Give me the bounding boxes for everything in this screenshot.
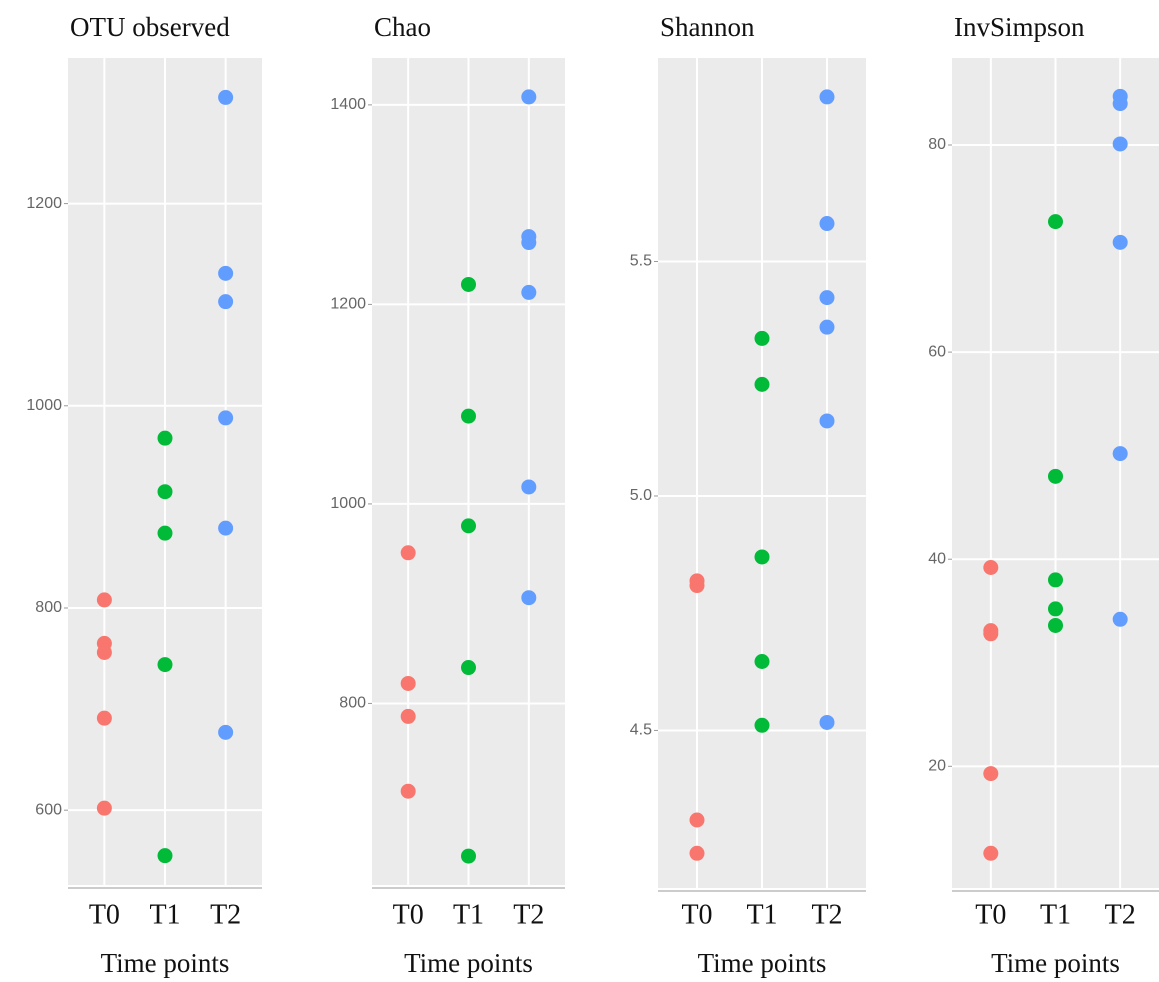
point <box>218 89 234 105</box>
point <box>1112 96 1128 112</box>
y-tick-label: 600 <box>35 801 62 818</box>
point <box>819 319 835 335</box>
x-tick-label: T0 <box>89 899 120 930</box>
y-tick-label: 5.0 <box>630 487 652 504</box>
y-tick-label: 20 <box>928 758 946 775</box>
y-tick-label: 1400 <box>330 96 366 113</box>
point <box>461 660 476 676</box>
point <box>819 89 835 105</box>
point <box>983 559 999 575</box>
point <box>400 675 416 691</box>
x-tick-label: T2 <box>811 899 842 930</box>
point <box>521 284 537 300</box>
point <box>96 644 112 660</box>
point <box>157 848 173 864</box>
point <box>1048 214 1063 230</box>
point <box>689 845 705 861</box>
point <box>754 330 770 346</box>
point <box>157 525 173 541</box>
y-tick-label: 800 <box>35 599 62 616</box>
point <box>157 430 173 446</box>
point <box>157 484 173 500</box>
point <box>96 592 112 608</box>
x-axis-label: Time points <box>698 948 827 978</box>
y-tick-label: 800 <box>339 695 366 712</box>
point <box>754 654 770 670</box>
point <box>96 800 112 816</box>
point <box>157 657 173 673</box>
point <box>1048 617 1063 633</box>
x-tick-label: T2 <box>210 899 241 930</box>
y-tick-label: 1200 <box>26 195 62 212</box>
x-axis-label: Time points <box>991 948 1120 978</box>
point <box>521 89 537 105</box>
point <box>754 549 770 565</box>
x-tick-label: T1 <box>453 899 484 930</box>
point <box>819 714 835 730</box>
x-tick-label: T1 <box>746 899 777 930</box>
point <box>689 812 705 828</box>
y-tick-label: 1200 <box>330 296 366 313</box>
point <box>1048 468 1063 484</box>
point <box>461 848 476 864</box>
point <box>218 265 234 281</box>
point <box>521 235 537 251</box>
x-axis-label: Time points <box>404 948 533 978</box>
x-tick-label: T1 <box>149 899 180 930</box>
point <box>1112 136 1128 152</box>
x-axis-label: Time points <box>101 948 230 978</box>
point <box>461 276 476 292</box>
point <box>754 376 770 392</box>
point <box>218 294 234 310</box>
point <box>96 710 112 726</box>
panel-title: InvSimpson <box>954 12 1085 42</box>
point <box>400 545 416 561</box>
point <box>218 410 234 426</box>
x-tick-label: T0 <box>975 899 1006 930</box>
point <box>1112 446 1128 462</box>
point <box>400 783 416 799</box>
point <box>819 413 835 429</box>
y-tick-label: 1000 <box>330 495 366 512</box>
point <box>754 717 770 733</box>
point <box>983 845 999 861</box>
point <box>983 766 999 782</box>
x-tick-label: T0 <box>681 899 712 930</box>
point <box>1048 572 1063 588</box>
point <box>521 479 537 495</box>
x-tick-label: T0 <box>393 899 424 930</box>
x-tick-label: T1 <box>1040 899 1071 930</box>
panel-title: Chao <box>374 12 431 42</box>
y-tick-label: 40 <box>928 550 946 567</box>
point <box>819 216 835 232</box>
point <box>689 578 705 594</box>
point <box>1048 601 1063 617</box>
y-tick-label: 4.5 <box>630 722 652 739</box>
y-tick-label: 60 <box>928 343 946 360</box>
y-tick-label: 1000 <box>26 397 62 414</box>
panel-title: Shannon <box>660 12 755 42</box>
point <box>218 724 234 740</box>
point <box>461 518 476 534</box>
point <box>1112 234 1128 250</box>
point <box>400 708 416 724</box>
x-tick-label: T2 <box>513 899 544 930</box>
point <box>218 520 234 536</box>
point <box>983 626 999 642</box>
y-tick-label: 80 <box>928 136 946 153</box>
point <box>1112 611 1128 627</box>
point <box>461 408 476 424</box>
panel-title: OTU observed <box>70 12 230 42</box>
x-tick-label: T2 <box>1105 899 1136 930</box>
point <box>819 290 835 306</box>
point <box>521 590 537 606</box>
y-tick-label: 5.5 <box>630 253 652 270</box>
